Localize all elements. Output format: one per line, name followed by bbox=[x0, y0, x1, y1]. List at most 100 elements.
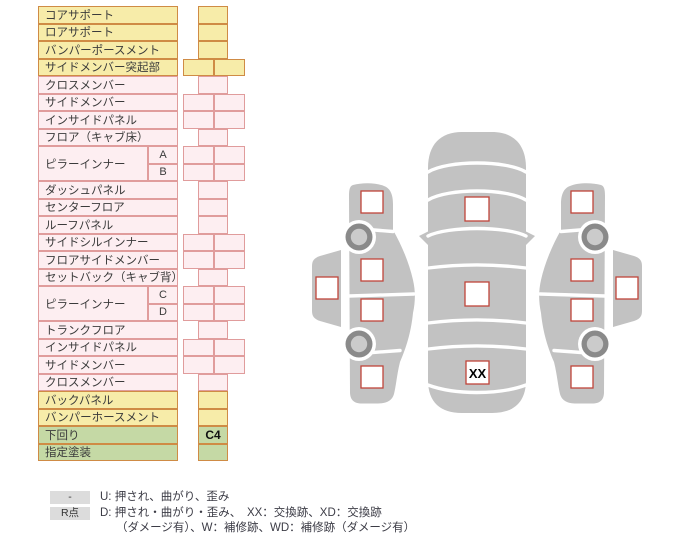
damage-cell[interactable] bbox=[183, 111, 214, 129]
damage-cell[interactable] bbox=[198, 321, 228, 339]
damage-cell[interactable] bbox=[198, 373, 228, 391]
left-mirror bbox=[419, 230, 431, 248]
table-row: コアサポート bbox=[38, 6, 245, 24]
row-label: バンパーホースメント bbox=[38, 408, 178, 426]
cells-area bbox=[183, 58, 245, 76]
damage-cell[interactable] bbox=[183, 286, 214, 304]
damage-cell[interactable] bbox=[214, 286, 245, 304]
damage-checkbox[interactable] bbox=[360, 298, 384, 322]
row-label: トランクフロア bbox=[38, 321, 178, 339]
damage-cell[interactable] bbox=[183, 356, 214, 374]
cells-area bbox=[183, 23, 245, 41]
cells-area bbox=[183, 93, 245, 111]
table-row: クロスメンバー bbox=[38, 373, 245, 391]
damage-checkbox-trunk[interactable] bbox=[465, 360, 490, 385]
damage-cell[interactable] bbox=[198, 216, 228, 234]
table-row: 下回り C4 bbox=[38, 426, 245, 444]
table-row: クロスメンバー bbox=[38, 76, 245, 94]
cell-row bbox=[183, 303, 245, 321]
car-top-body bbox=[428, 132, 526, 413]
damage-cell[interactable]: C4 bbox=[198, 426, 228, 444]
table-row: フロアサイドメンバー bbox=[38, 251, 245, 269]
row-label: サイドメンバー bbox=[38, 93, 178, 111]
row-sublabel: A bbox=[148, 146, 178, 164]
cells-area bbox=[183, 373, 245, 391]
cell-row bbox=[183, 286, 245, 304]
damage-checkbox[interactable] bbox=[315, 276, 339, 300]
damage-checkbox[interactable] bbox=[360, 365, 384, 389]
parts-table: コアサポート ロアサポート バンパーポースメント サイドメンバー突起部 クロスメンバーサ… bbox=[38, 6, 245, 461]
front-wheel bbox=[342, 220, 376, 254]
damage-checkbox[interactable] bbox=[464, 281, 490, 307]
row-label: ロアサポート bbox=[38, 23, 178, 41]
row-label: フロア（キャブ床） bbox=[38, 128, 178, 146]
damage-cell[interactable] bbox=[214, 93, 245, 111]
damage-cell[interactable] bbox=[214, 146, 245, 164]
car-side-right bbox=[537, 181, 644, 406]
damage-cell[interactable] bbox=[198, 6, 228, 24]
table-row: セットバック（キャブ背） bbox=[38, 268, 245, 286]
cells-area bbox=[183, 408, 245, 426]
damage-cell[interactable] bbox=[198, 23, 228, 41]
damage-cell[interactable] bbox=[198, 408, 228, 426]
cells-area bbox=[183, 198, 245, 216]
damage-cell[interactable] bbox=[183, 251, 214, 269]
damage-cell[interactable] bbox=[183, 93, 214, 111]
damage-cell[interactable] bbox=[183, 58, 214, 76]
damage-cell[interactable] bbox=[198, 41, 228, 59]
table-row: サイドメンバー bbox=[38, 356, 245, 374]
panel-separator bbox=[347, 292, 416, 298]
damage-cell[interactable] bbox=[198, 76, 228, 94]
damage-cell[interactable] bbox=[214, 111, 245, 129]
damage-cell[interactable] bbox=[183, 303, 214, 321]
damage-cell[interactable] bbox=[198, 198, 228, 216]
table-row: 指定塗装 bbox=[38, 443, 245, 461]
cells-column bbox=[183, 286, 245, 321]
car-top-view: XX bbox=[419, 132, 535, 413]
table-row: サイドメンバー bbox=[38, 93, 245, 111]
panel-separator bbox=[426, 263, 528, 270]
damage-cell[interactable] bbox=[214, 58, 245, 76]
damage-checkbox[interactable] bbox=[464, 196, 490, 222]
damage-cell[interactable] bbox=[214, 338, 245, 356]
damage-cell[interactable] bbox=[214, 233, 245, 251]
damage-cell[interactable] bbox=[183, 338, 214, 356]
cells-area bbox=[183, 391, 245, 409]
row-sublabel: D bbox=[148, 303, 178, 321]
damage-cell[interactable] bbox=[198, 268, 228, 286]
damage-cell[interactable] bbox=[198, 391, 228, 409]
damage-cell[interactable] bbox=[183, 233, 214, 251]
table-row: センターフロア bbox=[38, 198, 245, 216]
table-row: ロアサポート bbox=[38, 23, 245, 41]
row-label: コアサポート bbox=[38, 6, 178, 24]
cells-area bbox=[183, 321, 245, 339]
damage-cell[interactable] bbox=[214, 163, 245, 181]
row-label: バンパーポースメント bbox=[38, 41, 178, 59]
cells-area bbox=[183, 216, 245, 234]
damage-cell[interactable] bbox=[183, 146, 214, 164]
row-label: クロスメンバー bbox=[38, 76, 178, 94]
row-label: 下回り bbox=[38, 426, 178, 444]
cells-area bbox=[183, 251, 245, 269]
cells-area bbox=[183, 111, 245, 129]
legend-text: D: 押され・曲がり・歪み、 XX：交換跡、XD：交換跡 bbox=[100, 506, 382, 519]
legend-text: U: 押され、曲がり、歪み bbox=[100, 491, 230, 503]
cells-area bbox=[183, 233, 245, 251]
row-label: バックパネル bbox=[38, 391, 178, 409]
cell-row bbox=[183, 163, 245, 181]
panel-separator bbox=[426, 226, 528, 238]
damage-cell[interactable] bbox=[214, 251, 245, 269]
damage-cell[interactable] bbox=[214, 356, 245, 374]
panel-separator bbox=[426, 318, 528, 325]
row-label: フロアサイドメンバー bbox=[38, 251, 178, 269]
damage-checkbox[interactable] bbox=[360, 190, 384, 214]
damage-cell[interactable] bbox=[198, 443, 228, 461]
damage-cell[interactable] bbox=[214, 303, 245, 321]
damage-cell[interactable] bbox=[198, 181, 228, 199]
trunk-damage-code: XX bbox=[469, 366, 487, 381]
damage-checkbox[interactable] bbox=[360, 258, 384, 282]
damage-cell[interactable] bbox=[198, 128, 228, 146]
damage-cell[interactable] bbox=[183, 163, 214, 181]
